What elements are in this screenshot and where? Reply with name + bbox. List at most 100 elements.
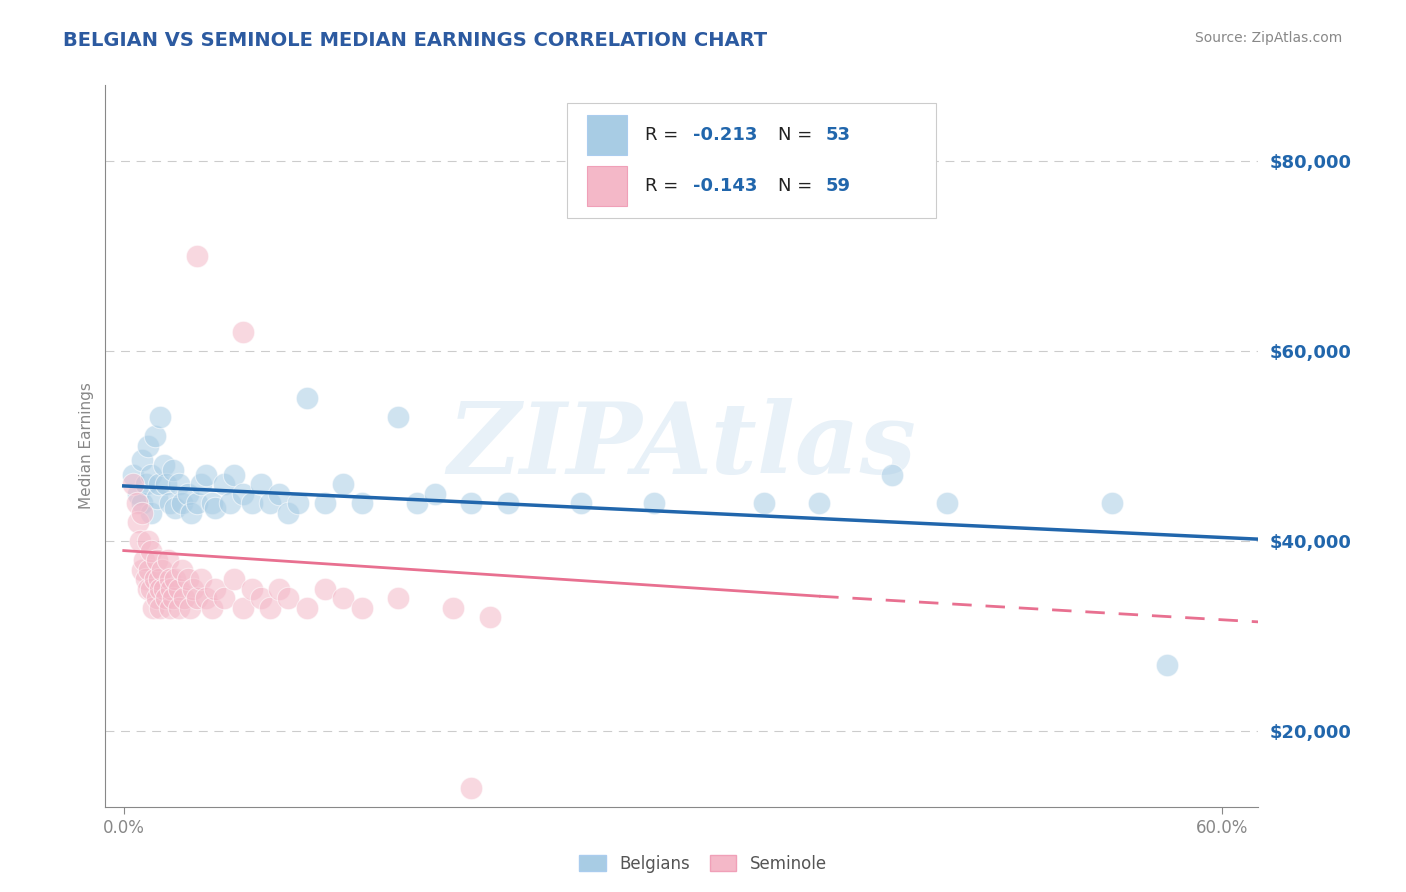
Point [163,572,186,586]
Point [232,486,254,500]
Point [1101,496,1123,510]
Text: R =: R = [645,127,683,145]
Point [129,534,152,549]
Point [569,496,592,510]
Point [204,500,226,515]
Point [141,582,163,596]
Point [496,496,519,510]
Point [250,477,273,491]
Point [150,563,173,577]
Point [332,477,354,491]
Point [277,591,299,606]
Text: -0.213: -0.213 [693,127,758,145]
Point [163,500,186,515]
Point [277,506,299,520]
Point [387,591,409,606]
Point [145,553,167,567]
Point [214,591,236,606]
Point [441,600,464,615]
Point [350,496,373,510]
Point [643,496,665,510]
Point [162,591,184,606]
Point [136,582,159,596]
Point [141,543,163,558]
Text: N =: N = [778,127,818,145]
Point [131,453,153,467]
Point [135,477,157,491]
Point [405,496,427,510]
Text: N =: N = [778,177,818,194]
Point [195,467,218,482]
Point [143,429,166,443]
Point [155,477,177,491]
Point [259,496,281,510]
Point [882,467,904,482]
Point [131,563,153,577]
Point [295,600,318,615]
Point [138,563,160,577]
Point [259,600,281,615]
Point [240,582,263,596]
Point [222,572,245,586]
Point [214,477,236,491]
Point [143,572,166,586]
Point [232,600,254,615]
Point [160,582,183,596]
Point [159,496,181,510]
Point [200,496,222,510]
Y-axis label: Median Earnings: Median Earnings [79,383,94,509]
Point [167,582,190,596]
Point [287,496,309,510]
Point [127,486,149,500]
Text: ZIPAtlas: ZIPAtlas [447,398,917,494]
Point [145,491,167,506]
Point [460,496,482,510]
Point [219,496,242,510]
Point [148,572,170,586]
Point [387,410,409,425]
Point [141,467,163,482]
Point [232,325,254,339]
Point [149,410,172,425]
Bar [588,166,627,206]
Point [240,496,263,510]
Text: 53: 53 [827,127,851,145]
Point [269,582,291,596]
Point [177,486,200,500]
Point [179,600,201,615]
Point [148,477,170,491]
Point [186,249,208,263]
Text: -0.143: -0.143 [693,177,758,194]
Point [125,496,148,510]
Point [177,572,200,586]
Point [145,591,167,606]
Legend: Belgians, Seminole: Belgians, Seminole [572,848,834,880]
Text: 59: 59 [827,177,851,194]
Point [136,439,159,453]
Point [172,496,194,510]
Point [250,591,273,606]
Point [159,572,181,586]
Point [149,600,172,615]
Point [204,582,226,596]
FancyBboxPatch shape [567,103,935,219]
Text: Source: ZipAtlas.com: Source: ZipAtlas.com [1195,31,1343,45]
Point [153,582,176,596]
Point [131,496,153,510]
Point [156,553,179,567]
Point [808,496,831,510]
Point [332,591,354,606]
Point [222,467,245,482]
Bar [588,115,627,155]
Point [162,463,184,477]
Point [153,458,176,472]
Text: BELGIAN VS SEMINOLE MEDIAN EARNINGS CORRELATION CHART: BELGIAN VS SEMINOLE MEDIAN EARNINGS CORR… [63,31,768,50]
Point [127,515,149,529]
Point [754,496,776,510]
Point [936,496,959,510]
Point [269,486,291,500]
Point [180,506,202,520]
Point [314,582,336,596]
Point [131,506,153,520]
Point [423,486,446,500]
